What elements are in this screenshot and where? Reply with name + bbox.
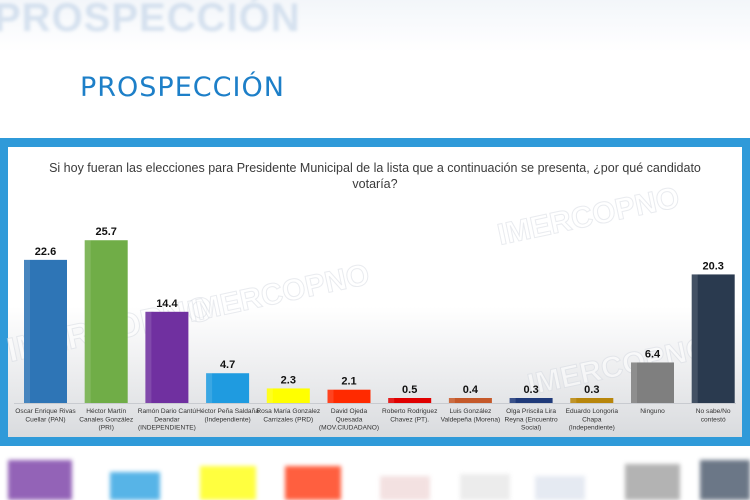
bar <box>206 373 250 403</box>
bar <box>388 398 432 403</box>
data-label: 2.3 <box>281 374 296 386</box>
bar-highlight <box>570 398 577 403</box>
category-label: David Ojeda Quesada (MOV.CIUDADANO) <box>319 408 379 432</box>
watermark-text: IMERCOPNO <box>185 258 373 329</box>
bar <box>631 362 674 403</box>
data-label: 20.3 <box>702 260 723 272</box>
chart-question: Si hoy fueran las elecciones para Presid… <box>49 161 701 191</box>
bar-highlight <box>448 398 455 403</box>
ghost-bar <box>285 466 341 500</box>
category-label-line: Social) <box>521 425 541 432</box>
data-label: 0.5 <box>402 384 417 396</box>
bar-highlight <box>206 373 213 403</box>
category-label: Héctor Peña Saldaña (Independiente) <box>196 408 259 423</box>
bar-highlight <box>388 398 395 403</box>
ghost-bar <box>380 476 430 500</box>
category-label-line: Héctor Peña Saldaña <box>196 408 259 415</box>
category-label-line: Cuellar (PAN) <box>25 416 65 423</box>
ghost-bar <box>625 464 680 500</box>
data-label: 0.3 <box>523 384 538 396</box>
bar <box>266 388 310 403</box>
category-label: Ramón Dario Cantú Deandar (INDEPENDIENTE) <box>138 408 197 432</box>
data-label: 0.4 <box>463 384 479 396</box>
chart-panel <box>8 147 742 437</box>
category-label-line: Deandar <box>154 416 180 423</box>
bar-highlight <box>145 311 152 403</box>
data-label: 25.7 <box>95 226 116 238</box>
blurred-header-strip: PROSPECCIÓN <box>0 0 750 52</box>
data-label: 6.4 <box>645 348 661 360</box>
category-label: Ninguno <box>640 408 665 415</box>
category-label-line: Ninguno <box>640 408 665 415</box>
category-label-line: Canales González <box>79 416 133 423</box>
data-label: 22.6 <box>35 246 56 258</box>
category-label-line: (INDEPENDIENTE) <box>138 425 196 432</box>
bar-highlight <box>266 388 273 403</box>
bar-highlight <box>24 259 30 403</box>
bar <box>691 274 735 403</box>
ghost-bar <box>110 472 160 500</box>
bar <box>84 240 128 403</box>
bar-highlight <box>327 389 334 403</box>
category-label-line: Héctor Martín <box>86 408 126 415</box>
ghost-bar <box>200 466 256 500</box>
bar <box>24 259 67 403</box>
category-label-line: Luis González <box>450 408 492 415</box>
category-label-line: Eduardo Longoria <box>566 408 619 415</box>
category-label-line: Olga Priscila Lira <box>506 408 556 415</box>
category-label: Héctor Martín Canales González (PRI) <box>79 408 133 432</box>
watermark-text: IMERCOPNO <box>495 181 683 252</box>
data-label: 4.7 <box>220 359 235 371</box>
category-label-line: (MOV.CIUDADANO) <box>319 425 379 432</box>
category-label: Eduardo Longoria Chapa (Independiente) <box>566 408 619 432</box>
category-label-line: Reyna (Encuentro <box>505 416 558 423</box>
category-label-line: (PRI) <box>99 425 114 432</box>
ghost-bar <box>535 476 585 500</box>
category-label-line: No sabe/No <box>696 408 731 415</box>
category-label-line: Valdepeña (Morena) <box>441 416 501 423</box>
data-label: 2.1 <box>341 376 356 388</box>
category-label-line: Oscar Enrique Rivas <box>15 408 76 415</box>
category-label-line: Quesada <box>336 416 363 423</box>
category-label: Roberto Rodriguez Chavez (PT). <box>382 408 437 423</box>
bar-highlight <box>509 398 516 403</box>
bar-highlight <box>691 274 698 403</box>
data-label: 0.3 <box>584 384 599 396</box>
data-label: 14.4 <box>156 298 178 310</box>
ghost-title: PROSPECCIÓN <box>0 0 301 40</box>
bar <box>145 311 189 403</box>
blurred-footer-strip <box>0 446 750 500</box>
bar <box>570 398 614 403</box>
category-label-line: contestó <box>701 416 726 423</box>
ghost-bar <box>700 460 750 500</box>
ghost-bar <box>460 474 510 500</box>
category-label-line: (Independiente) <box>569 425 615 432</box>
bar-highlight <box>631 362 637 403</box>
category-label-line: David Ojeda <box>331 408 368 415</box>
bar <box>448 398 492 403</box>
ghost-bar <box>8 460 72 500</box>
category-label: Oscar Enrique Rivas Cuellar (PAN) <box>15 408 76 423</box>
category-label-line: Chavez (PT). <box>390 416 429 423</box>
category-label: Rosa María Gonzalez Carrizales (PRD) <box>256 408 320 423</box>
watermark-text: IMERCOPNO <box>525 331 713 402</box>
category-label: Olga Priscila Lira Reyna (Encuentro Social… <box>505 408 558 432</box>
page-title: PROSPECCIÓN <box>80 72 285 103</box>
bar <box>509 398 553 403</box>
category-label-line: (Independiente) <box>204 416 250 423</box>
bar <box>327 389 371 403</box>
bar-highlight <box>84 240 91 403</box>
category-label-line: Ramón Dario Cantú <box>138 408 197 415</box>
category-label: No sabe/No contestó <box>696 408 731 423</box>
category-label: Luis González Valdepeña (Morena) <box>441 408 501 423</box>
category-label-line: Chapa <box>582 416 602 423</box>
category-label-line: Rosa María Gonzalez <box>256 408 320 415</box>
category-label-line: Roberto Rodriguez <box>382 408 437 415</box>
category-label-line: Carrizales (PRD) <box>263 416 313 423</box>
